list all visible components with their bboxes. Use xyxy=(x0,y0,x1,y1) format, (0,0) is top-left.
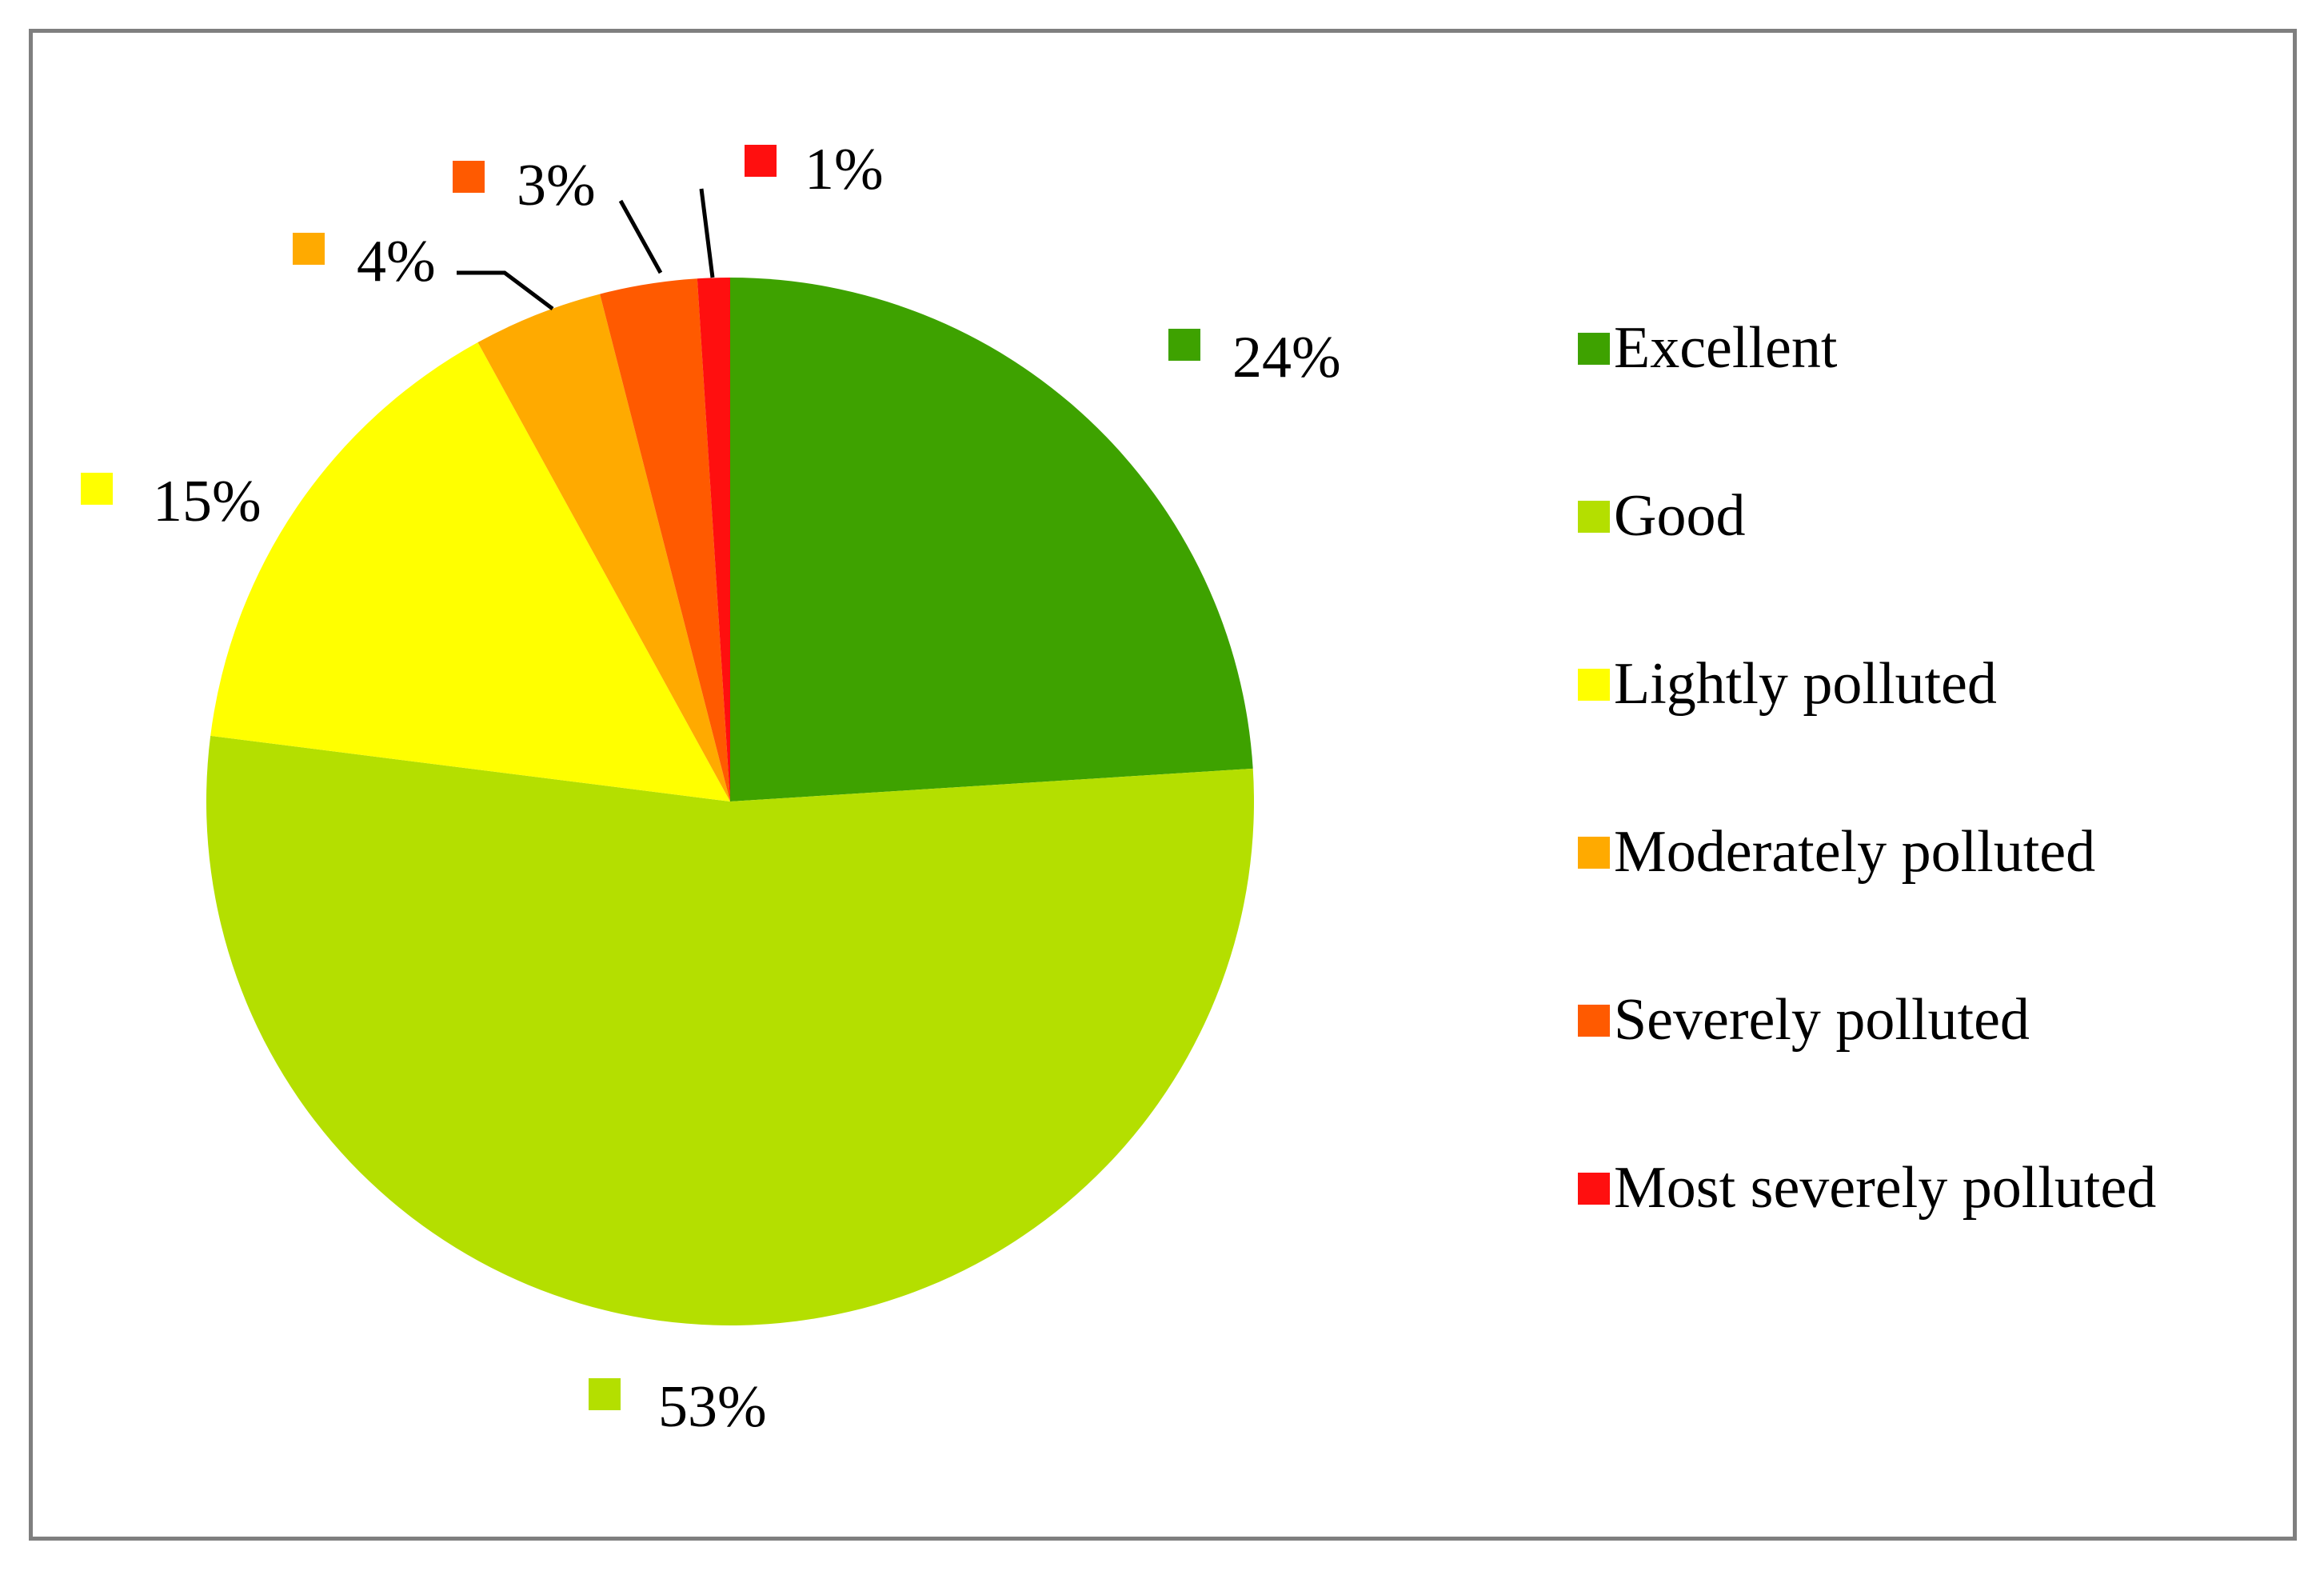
legend-label-severely-polluted: Severely polluted xyxy=(1614,987,2030,1053)
leader-line-severely-polluted xyxy=(618,199,663,274)
pie-slice-lightly-polluted xyxy=(210,342,730,801)
leader-line-most-severely-polluted xyxy=(699,188,715,278)
legend-swatch-severely-polluted xyxy=(1578,1005,1610,1037)
data-label-key-most-severely-polluted xyxy=(745,145,777,177)
data-label-key-good xyxy=(589,1378,621,1410)
data-label-excellent: 24% xyxy=(1232,325,1341,390)
data-label-key-severely-polluted xyxy=(453,161,485,193)
pie-slice-severely-polluted xyxy=(600,278,730,801)
data-label-lightly-polluted: 15% xyxy=(153,469,262,534)
legend-swatch-moderately-polluted xyxy=(1578,837,1610,869)
pie-slice-most-severely-polluted xyxy=(697,278,730,801)
legend-swatch-lightly-polluted xyxy=(1578,669,1610,701)
data-label-key-moderately-polluted xyxy=(293,233,325,265)
legend-label-lightly-polluted: Lightly polluted xyxy=(1614,651,1997,717)
leader-lines xyxy=(457,188,715,310)
data-label-moderately-polluted: 4% xyxy=(357,229,436,294)
legend-label-excellent: Excellent xyxy=(1614,315,1838,381)
data-label-most-severely-polluted: 1% xyxy=(805,137,884,202)
legend: Excellent Good Lightly polluted Moderately … xyxy=(1578,315,2156,1221)
data-label-severely-polluted: 3% xyxy=(517,153,596,218)
pie-slices xyxy=(206,278,1255,1325)
legend-label-good: Good xyxy=(1614,483,1745,549)
data-label-good: 53% xyxy=(658,1374,767,1440)
data-label-key-lightly-polluted xyxy=(81,473,113,505)
data-labels: 24% 53% 15% 4% 3% 1% xyxy=(81,137,1341,1440)
legend-swatch-excellent xyxy=(1578,333,1610,365)
leader-line-moderately-polluted xyxy=(457,270,554,310)
chart-frame: 24% 53% 15% 4% 3% 1% Excellent Good Lightly pol… xyxy=(29,29,2297,1541)
legend-swatch-good xyxy=(1578,501,1610,533)
pie-chart: 24% 53% 15% 4% 3% 1% Excellent Good Lightly pol… xyxy=(81,137,2156,1440)
pie-slice-moderately-polluted xyxy=(477,294,730,802)
legend-label-most-severely-polluted: Most severely polluted xyxy=(1614,1155,2156,1221)
legend-swatch-most-severely-polluted xyxy=(1578,1173,1610,1205)
data-label-key-excellent xyxy=(1168,329,1200,361)
pie-slice-excellent xyxy=(730,278,1253,801)
legend-label-moderately-polluted: Moderately polluted xyxy=(1614,819,2095,885)
pie-slice-good xyxy=(206,735,1255,1325)
